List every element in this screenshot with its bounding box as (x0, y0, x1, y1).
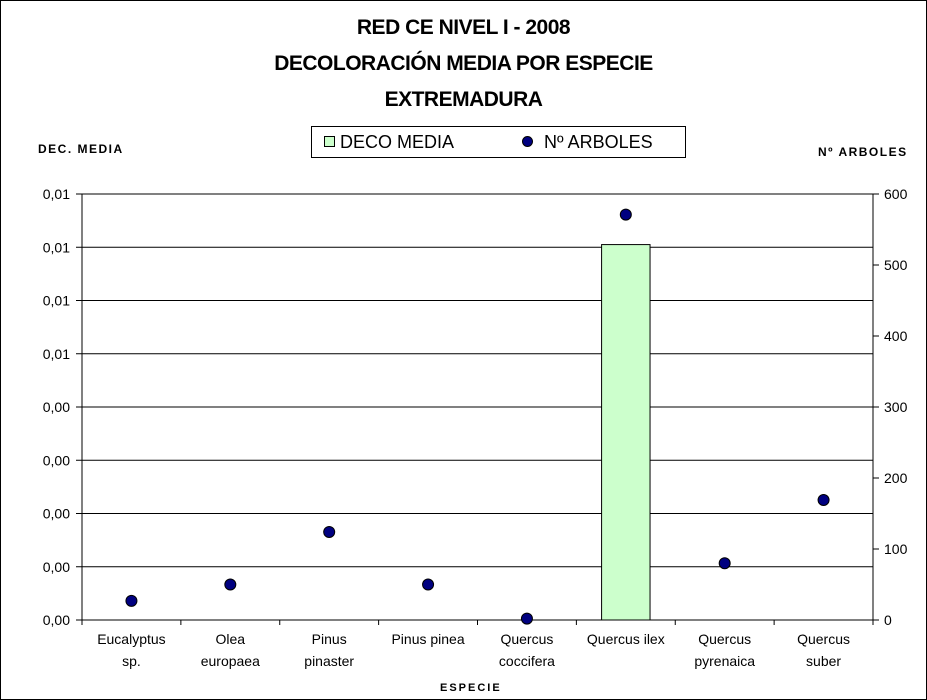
category-label: Quercus ilex (587, 631, 665, 647)
left-tick-label: 0,00 (43, 452, 70, 468)
point-0 (125, 594, 138, 607)
right-tick-label: 400 (884, 328, 908, 344)
category-label: Eucalyptus sp. (97, 631, 165, 669)
chart-title-line-3: EXTREMADURA (384, 88, 543, 111)
left-tick-label: 0,01 (43, 239, 70, 255)
category-label-line: europaea (201, 653, 260, 669)
left-tick-label: 0,00 (43, 559, 70, 575)
point-3 (422, 578, 435, 591)
category-label: Quercus coccifera (499, 631, 555, 669)
point-4 (520, 612, 533, 625)
category-label-line: Olea (216, 631, 246, 647)
category-label-line: sp. (122, 653, 141, 669)
left-axis-title: DEC. MEDIA (38, 142, 124, 156)
chart-title-line-2: DECOLORACIÓN MEDIA POR ESPECIE (274, 52, 653, 75)
left-tick-label: 0,00 (43, 506, 70, 522)
legend-swatch-dot (522, 136, 533, 147)
left-tick-label: 0,00 (43, 399, 70, 415)
right-tick-label: 200 (884, 470, 908, 486)
right-tick-label: 100 (884, 541, 908, 557)
point-2 (323, 525, 336, 538)
category-label: Quercus suber (797, 631, 850, 669)
chart-title-line-1: RED CE NIVEL I - 2008 (356, 16, 571, 39)
legend-label-deco-media: DECO MEDIA (340, 132, 455, 152)
chart-legend: DECO MEDIA Nº ARBOLES (311, 126, 686, 158)
legend-label-n-arboles: Nº ARBOLES (544, 132, 653, 152)
left-tick-label: 0,01 (43, 293, 70, 309)
category-label: Olea europaea (201, 631, 260, 669)
right-axis-title: Nº ARBOLES (818, 145, 908, 159)
right-tick-label: 600 (884, 186, 908, 202)
point-5 (619, 208, 632, 221)
category-label-line: Quercus (500, 631, 553, 647)
point-7 (817, 494, 830, 507)
point-6 (718, 557, 731, 570)
point-1 (224, 578, 237, 591)
category-label-line: coccifera (499, 653, 555, 669)
right-tick-label: 0 (884, 612, 892, 628)
legend-swatch-bar (324, 136, 335, 147)
category-label: Pinus pinaster (304, 631, 354, 669)
category-label-line: pinaster (304, 653, 354, 669)
left-tick-label: 0,01 (43, 186, 70, 202)
left-tick-label: 0,01 (43, 346, 70, 362)
category-label-line: Quercus (797, 631, 850, 647)
category-label-line: Quercus ilex (587, 631, 665, 647)
category-label-line: Quercus (698, 631, 751, 647)
category-label-line: Pinus (312, 631, 347, 647)
category-label-line: Eucalyptus (97, 631, 165, 647)
right-tick-label: 500 (884, 257, 908, 273)
x-axis-title: ESPECIE (440, 682, 502, 694)
right-tick-label: 300 (884, 399, 908, 415)
category-label-line: pyrenaica (694, 653, 755, 669)
category-label: Pinus pinea (391, 631, 464, 647)
category-label: Quercus pyrenaica (694, 631, 755, 669)
category-label-line: Pinus pinea (391, 631, 464, 647)
bar-5 (601, 244, 651, 621)
left-tick-label: 0,00 (43, 612, 70, 628)
category-label-line: suber (806, 653, 841, 669)
